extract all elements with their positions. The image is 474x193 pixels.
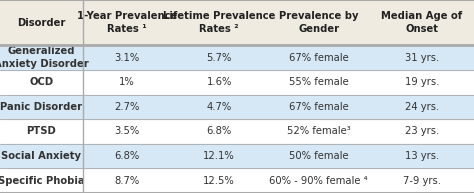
Text: 1.6%: 1.6%: [207, 77, 232, 87]
Text: 7-9 yrs.: 7-9 yrs.: [403, 176, 441, 186]
Text: 24 yrs.: 24 yrs.: [405, 102, 439, 112]
Text: 4.7%: 4.7%: [207, 102, 232, 112]
Text: 8.7%: 8.7%: [114, 176, 139, 186]
Text: 50% female: 50% female: [289, 151, 348, 161]
Text: Panic Disorder: Panic Disorder: [0, 102, 82, 112]
Text: Lifetime Prevalence
Rates ²: Lifetime Prevalence Rates ²: [163, 11, 275, 34]
Text: 19 yrs.: 19 yrs.: [405, 77, 439, 87]
Text: 3.1%: 3.1%: [114, 53, 139, 63]
Text: Disorder: Disorder: [17, 18, 66, 28]
Text: 31 yrs.: 31 yrs.: [405, 53, 439, 63]
Text: 67% female: 67% female: [289, 102, 349, 112]
Text: 52% female³: 52% female³: [287, 126, 351, 136]
Text: Median Age of
Onset: Median Age of Onset: [381, 11, 463, 34]
Text: 12.1%: 12.1%: [203, 151, 235, 161]
Text: Prevalence by
Gender: Prevalence by Gender: [279, 11, 358, 34]
Text: PTSD: PTSD: [27, 126, 56, 136]
Text: 3.5%: 3.5%: [114, 126, 139, 136]
Text: 12.5%: 12.5%: [203, 176, 235, 186]
Text: 23 yrs.: 23 yrs.: [405, 126, 439, 136]
Bar: [0, 95, 474, 119]
Text: 1-Year Prevalence
Rates ¹: 1-Year Prevalence Rates ¹: [77, 11, 177, 34]
Text: 6.8%: 6.8%: [114, 151, 139, 161]
Text: 5.7%: 5.7%: [207, 53, 232, 63]
Text: 13 yrs.: 13 yrs.: [405, 151, 439, 161]
Text: 1%: 1%: [119, 77, 135, 87]
Text: 2.7%: 2.7%: [114, 102, 139, 112]
Text: Specific Phobia: Specific Phobia: [0, 176, 85, 186]
Text: 60% - 90% female ⁴: 60% - 90% female ⁴: [269, 176, 368, 186]
Bar: [0, 0, 474, 45]
Text: 67% female: 67% female: [289, 53, 349, 63]
Text: 6.8%: 6.8%: [207, 126, 232, 136]
Text: Generalized
Anxiety Disorder: Generalized Anxiety Disorder: [0, 47, 89, 69]
Text: OCD: OCD: [29, 77, 54, 87]
Text: 55% female: 55% female: [289, 77, 349, 87]
Bar: [0, 144, 474, 168]
Text: Social Anxiety: Social Anxiety: [1, 151, 82, 161]
Bar: [0, 45, 474, 70]
